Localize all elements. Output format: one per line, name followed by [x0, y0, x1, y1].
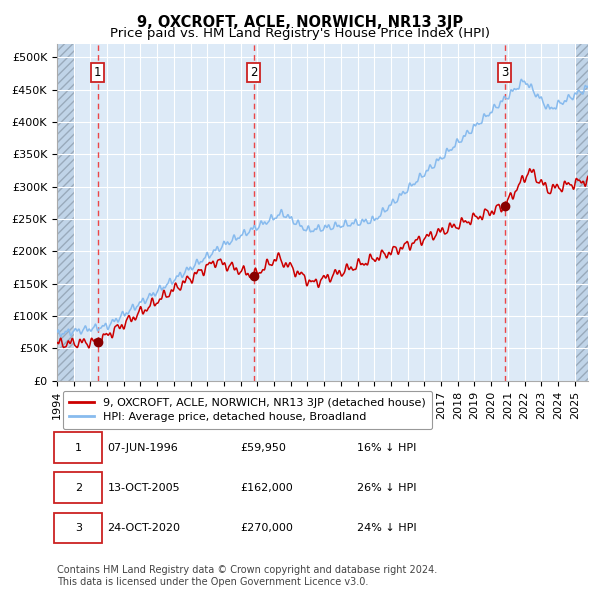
Text: 3: 3 — [501, 66, 508, 79]
Bar — [575, 44, 588, 381]
Bar — [57, 44, 74, 381]
Text: 13-OCT-2005: 13-OCT-2005 — [107, 483, 180, 493]
Text: 3: 3 — [75, 523, 82, 533]
Text: 1: 1 — [75, 443, 82, 453]
Text: £59,950: £59,950 — [240, 443, 286, 453]
Legend: 9, OXCROFT, ACLE, NORWICH, NR13 3JP (detached house), HPI: Average price, detach: 9, OXCROFT, ACLE, NORWICH, NR13 3JP (det… — [62, 391, 432, 429]
Bar — [57, 44, 74, 381]
Text: 24-OCT-2020: 24-OCT-2020 — [107, 523, 181, 533]
Text: 9, OXCROFT, ACLE, NORWICH, NR13 3JP: 9, OXCROFT, ACLE, NORWICH, NR13 3JP — [137, 15, 463, 30]
FancyBboxPatch shape — [55, 513, 102, 543]
Text: 2: 2 — [250, 66, 257, 79]
Text: 26% ↓ HPI: 26% ↓ HPI — [357, 483, 416, 493]
Text: 2: 2 — [74, 483, 82, 493]
FancyBboxPatch shape — [55, 432, 102, 463]
Text: 07-JUN-1996: 07-JUN-1996 — [107, 443, 178, 453]
Text: £270,000: £270,000 — [240, 523, 293, 533]
Text: Price paid vs. HM Land Registry's House Price Index (HPI): Price paid vs. HM Land Registry's House … — [110, 27, 490, 40]
Text: £162,000: £162,000 — [240, 483, 293, 493]
Text: 1: 1 — [94, 66, 101, 79]
Text: 24% ↓ HPI: 24% ↓ HPI — [357, 523, 416, 533]
Text: Contains HM Land Registry data © Crown copyright and database right 2024.
This d: Contains HM Land Registry data © Crown c… — [57, 565, 437, 587]
FancyBboxPatch shape — [55, 473, 102, 503]
Text: 16% ↓ HPI: 16% ↓ HPI — [357, 443, 416, 453]
Bar — [575, 44, 588, 381]
